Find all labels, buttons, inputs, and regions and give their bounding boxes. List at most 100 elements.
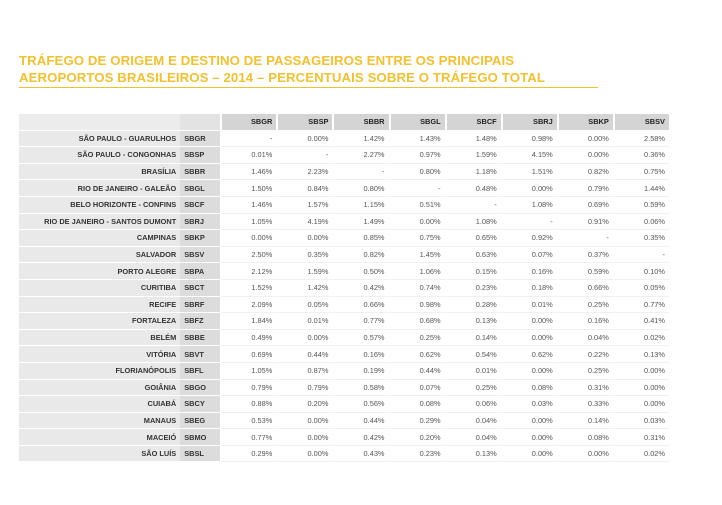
cell-value: 0.35% xyxy=(612,230,669,247)
cell-value: 1.05% xyxy=(220,362,277,380)
table-row: RIO DE JANEIRO - GALEÃO SBGL 1.50% 0.84% 0.8… xyxy=(19,180,669,197)
cell-value: 0.00% xyxy=(500,329,557,347)
cell-value: 0.37% xyxy=(556,246,613,264)
cell-value: 0.16% xyxy=(500,263,557,280)
cell-value: 0.77% xyxy=(612,296,669,314)
cell-value: 0.13% xyxy=(444,313,501,330)
cell-value: 0.69% xyxy=(556,196,613,214)
cell-value: 4.15% xyxy=(500,147,557,164)
cell-value: 0.05% xyxy=(276,296,333,314)
table-row: BELO HORIZONTE - CONFINS SBCF 1.46% 1.57% 1.… xyxy=(19,196,669,214)
cell-value: 0.98% xyxy=(388,296,445,314)
cell-value: 0.05% xyxy=(612,279,669,297)
table-row: RIO DE JANEIRO - SANTOS DUMONT SBRJ 1.05% 4… xyxy=(19,213,669,231)
cell-value: 0.13% xyxy=(444,445,501,463)
cell-value: 0.58% xyxy=(332,379,389,397)
cell-value: 0.53% xyxy=(220,412,277,430)
row-code: SBGL xyxy=(180,180,221,197)
row-code: SBBR xyxy=(180,163,221,181)
cell-value: 1.42% xyxy=(332,130,389,148)
cell-value: 0.50% xyxy=(332,263,389,280)
cell-value: 0.79% xyxy=(556,180,613,197)
cell-value: 0.49% xyxy=(220,329,277,347)
cell-value: 0.85% xyxy=(332,230,389,247)
cell-value: 0.63% xyxy=(444,246,501,264)
cell-value: 0.04% xyxy=(444,412,501,430)
cell-value: - xyxy=(612,246,669,264)
table-row: SÃO PAULO - GUARULHOS SBGR -0.00% 1.42% 1.43… xyxy=(19,130,669,148)
cell-value: 1.43% xyxy=(388,130,445,148)
cell-value: 1.46% xyxy=(220,196,277,214)
column-header-sbsv: SBSV xyxy=(612,114,669,131)
row-code: SBCF xyxy=(180,196,221,214)
cell-value: 0.42% xyxy=(332,429,389,446)
cell-value: 0.01% xyxy=(220,147,277,164)
row-code: SBRF xyxy=(180,296,221,314)
row-code: SBSP xyxy=(180,147,221,164)
cell-value: 1.51% xyxy=(500,163,557,181)
cell-value: 0.75% xyxy=(612,163,669,181)
table-row: CAMPINAS SBKP 0.00% 0.00% 0.85% 0.75% 0.65% 0.9… xyxy=(19,230,669,247)
cell-value: 0.62% xyxy=(388,346,445,363)
cell-value: 1.45% xyxy=(388,246,445,264)
cell-value: 0.77% xyxy=(332,313,389,330)
cell-value: 0.20% xyxy=(276,396,333,413)
cell-value: - xyxy=(500,213,557,231)
cell-value: 0.00% xyxy=(276,429,333,446)
cell-value: 1.48% xyxy=(444,130,501,148)
cell-value: 0.62% xyxy=(500,346,557,363)
cell-value: 1.08% xyxy=(500,196,557,214)
row-city: PORTO ALEGRE xyxy=(19,263,181,280)
header-blank-code xyxy=(180,114,221,131)
cell-value: 0.20% xyxy=(388,429,445,446)
cell-value: 0.29% xyxy=(220,445,277,463)
row-code: SBEG xyxy=(180,412,221,430)
table-row: CUIABÁ SBCY 0.88% 0.20% 0.56% 0.08% 0.06% 0.03%… xyxy=(19,396,669,413)
column-header-sbgr: SBGR xyxy=(220,114,277,131)
cell-value: 1.06% xyxy=(388,263,445,280)
row-code: SBGO xyxy=(180,379,221,397)
row-code: SBRJ xyxy=(180,213,221,231)
cell-value: 0.23% xyxy=(444,279,501,297)
cell-value: 0.00% xyxy=(612,379,669,397)
row-code: SBKP xyxy=(180,230,221,247)
cell-value: 0.92% xyxy=(500,230,557,247)
cell-value: 0.00% xyxy=(388,213,445,231)
row-code: SBMO xyxy=(180,429,221,446)
row-code: SBCY xyxy=(180,396,221,413)
cell-value: 0.00% xyxy=(612,362,669,380)
row-city: CURITIBA xyxy=(19,279,181,297)
cell-value: 0.06% xyxy=(612,213,669,231)
cell-value: - xyxy=(444,196,501,214)
cell-value: 0.25% xyxy=(556,362,613,380)
cell-value: 0.14% xyxy=(556,412,613,430)
cell-value: 0.44% xyxy=(388,362,445,380)
page-title: TRÁFEGO DE ORIGEM E DESTINO DE PASSAGEIR… xyxy=(19,52,545,86)
cell-value: 0.35% xyxy=(276,246,333,264)
row-code: SBVT xyxy=(180,346,221,363)
cell-value: 0.00% xyxy=(500,180,557,197)
cell-value: 0.00% xyxy=(276,329,333,347)
cell-value: 0.28% xyxy=(444,296,501,314)
row-code: SBFL xyxy=(180,362,221,380)
cell-value: 0.66% xyxy=(332,296,389,314)
cell-value: 0.08% xyxy=(500,379,557,397)
cell-value: 0.48% xyxy=(444,180,501,197)
table-header-row: SBGR SBSP SBBR SBGL SBCF SBRJ SBKP SBSV xyxy=(19,114,669,131)
row-code: SBSL xyxy=(180,445,221,463)
cell-value: 0.01% xyxy=(444,362,501,380)
cell-value: 0.23% xyxy=(388,445,445,463)
table-row: FLORIANÓPOLIS SBFL 1.05% 0.87% 0.19% 0.44% 0.0… xyxy=(19,362,669,380)
cell-value: 0.65% xyxy=(444,230,501,247)
table-row: BELÉM SBBE 0.49% 0.00% 0.57% 0.25% 0.14% 0.00% 0… xyxy=(19,329,669,347)
cell-value: - xyxy=(332,163,389,181)
cell-value: 0.19% xyxy=(332,362,389,380)
cell-value: 0.80% xyxy=(332,180,389,197)
cell-value: - xyxy=(388,180,445,197)
cell-value: 1.84% xyxy=(220,313,277,330)
cell-value: 1.05% xyxy=(220,213,277,231)
cell-value: 0.00% xyxy=(500,362,557,380)
cell-value: 0.44% xyxy=(332,412,389,430)
table-row: SÃO PAULO - CONGONHAS SBSP 0.01% -2.27% 0.97… xyxy=(19,147,669,164)
cell-value: 4.19% xyxy=(276,213,333,231)
